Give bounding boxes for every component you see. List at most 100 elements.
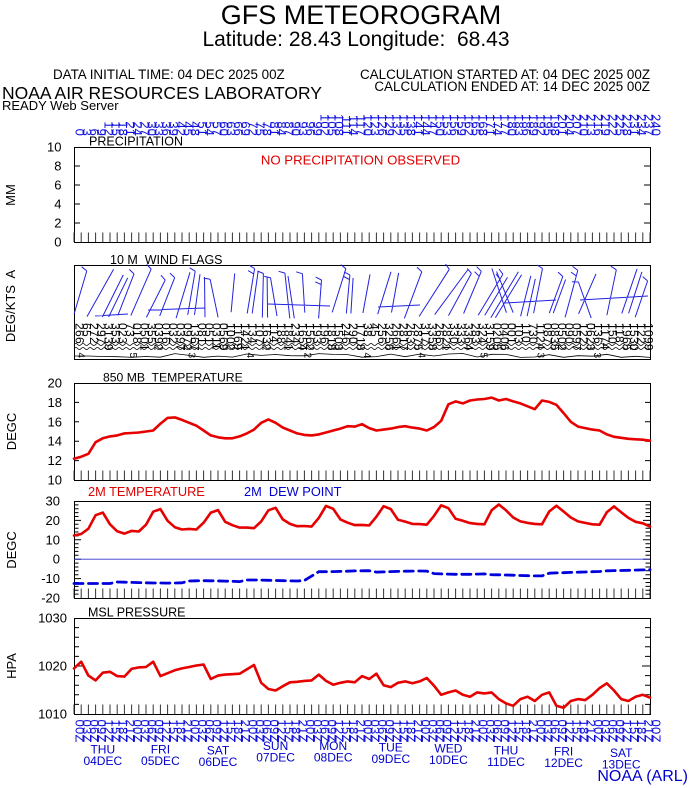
svg-text:03Z: 03Z	[541, 720, 556, 743]
svg-text:38: 38	[361, 323, 375, 337]
svg-text:2821: 2821	[440, 323, 454, 351]
svg-text:0623: 0623	[584, 323, 598, 351]
svg-text:18: 18	[116, 121, 131, 136]
svg-text:110: 110	[519, 323, 533, 343]
svg-text:45: 45	[368, 323, 382, 337]
svg-text:21: 21	[123, 121, 138, 136]
svg-text:CALCULATION STARTED AT: 04 DEC: CALCULATION STARTED AT: 04 DEC 2025 00Z	[360, 67, 650, 82]
svg-text:4: 4	[75, 353, 86, 359]
svg-text:159: 159	[454, 114, 469, 136]
svg-text:21Z: 21Z	[296, 720, 311, 743]
svg-text:228: 228	[620, 114, 635, 136]
svg-text:3: 3	[535, 353, 546, 359]
svg-text:114: 114	[267, 323, 281, 343]
svg-text:18: 18	[48, 395, 62, 410]
svg-text:HPA: HPA	[4, 653, 19, 679]
svg-text:126: 126	[375, 114, 390, 136]
svg-text:03Z: 03Z	[137, 720, 152, 743]
svg-text:090: 090	[562, 323, 576, 344]
svg-text:21Z: 21Z	[123, 720, 138, 743]
svg-text:13DEC: 13DEC	[602, 758, 641, 772]
svg-text:12Z: 12Z	[620, 720, 635, 743]
svg-text:12Z: 12Z	[447, 720, 462, 743]
svg-text:DATA INITIAL TIME: 04 DEC 2025: DATA INITIAL TIME: 04 DEC 2025 00Z	[53, 67, 285, 82]
svg-text:730: 730	[526, 323, 540, 344]
svg-text:MSL PRESSURE: MSL PRESSURE	[88, 606, 185, 620]
svg-text:168: 168	[476, 114, 491, 136]
svg-text:18Z: 18Z	[231, 720, 246, 743]
svg-text:150: 150	[605, 323, 619, 344]
svg-text:06Z: 06Z	[490, 720, 505, 743]
svg-text:1421: 1421	[238, 323, 252, 351]
svg-text:246: 246	[339, 323, 353, 344]
svg-text:12: 12	[48, 453, 62, 468]
svg-text:GFS METEOROGRAM: GFS METEOROGRAM	[221, 0, 502, 30]
svg-text:15Z: 15Z	[397, 720, 412, 743]
svg-text:138: 138	[404, 114, 419, 136]
svg-text:219: 219	[598, 114, 613, 136]
svg-text:87: 87	[281, 121, 296, 136]
svg-text:147: 147	[425, 114, 440, 136]
svg-text:134: 134	[245, 323, 259, 344]
svg-text:09Z: 09Z	[209, 720, 224, 743]
svg-text:00Z: 00Z	[130, 720, 145, 743]
svg-text:081: 081	[195, 323, 209, 344]
svg-text:00Z: 00Z	[188, 720, 203, 743]
svg-text:3256: 3256	[382, 323, 396, 351]
svg-text:1562: 1562	[303, 323, 317, 351]
svg-text:12Z: 12Z	[274, 720, 289, 743]
svg-text:0397: 0397	[173, 323, 187, 351]
svg-text:1718: 1718	[353, 323, 367, 351]
svg-text:122: 122	[634, 323, 648, 344]
svg-text:330: 330	[447, 323, 461, 344]
svg-text:111: 111	[339, 116, 354, 136]
svg-text:NOAA (ARL): NOAA (ARL)	[597, 768, 688, 785]
svg-text:222: 222	[605, 114, 620, 136]
svg-text:3: 3	[186, 353, 197, 359]
svg-text:65: 65	[80, 323, 94, 337]
svg-text:06Z: 06Z	[548, 720, 563, 743]
svg-text:21Z: 21Z	[353, 720, 368, 743]
svg-text:18Z: 18Z	[346, 720, 361, 743]
svg-text:135: 135	[397, 114, 412, 136]
svg-text:136: 136	[591, 323, 605, 344]
svg-text:66: 66	[231, 121, 246, 136]
svg-text:18Z: 18Z	[289, 720, 304, 743]
svg-text:0: 0	[73, 129, 88, 136]
svg-text:10: 10	[46, 532, 60, 547]
svg-text:1010: 1010	[38, 707, 67, 722]
svg-text:15Z: 15Z	[569, 720, 584, 743]
svg-text:72: 72	[245, 121, 260, 136]
svg-text:1632: 1632	[260, 323, 274, 351]
svg-text:016: 016	[159, 323, 173, 344]
svg-text:237: 237	[641, 114, 656, 136]
svg-text:0501: 0501	[137, 323, 151, 351]
svg-text:21Z: 21Z	[526, 720, 541, 743]
svg-text:165: 165	[469, 114, 484, 136]
svg-text:00Z: 00Z	[303, 720, 318, 743]
svg-text:144: 144	[418, 114, 433, 136]
svg-text:216: 216	[591, 114, 606, 136]
svg-text:198: 198	[548, 114, 563, 136]
svg-text:4: 4	[244, 353, 255, 359]
svg-text:180: 180	[505, 114, 520, 136]
svg-text:114: 114	[346, 115, 361, 136]
svg-text:24: 24	[130, 121, 145, 136]
svg-text:69: 69	[238, 121, 253, 136]
svg-text:03Z: 03Z	[598, 720, 613, 743]
svg-text:99: 99	[310, 121, 325, 136]
svg-text:00Z: 00Z	[533, 720, 548, 743]
svg-text:153: 153	[440, 114, 455, 136]
svg-text:CALCULATION ENDED AT: 14 DEC 2: CALCULATION ENDED AT: 14 DEC 2025 00Z	[374, 79, 650, 94]
svg-text:234: 234	[289, 323, 303, 344]
svg-text:4: 4	[54, 197, 61, 212]
svg-text:THU: THU	[494, 743, 519, 757]
svg-text:12Z: 12Z	[562, 720, 577, 743]
svg-text:234: 234	[634, 114, 649, 136]
svg-text:03Z: 03Z	[483, 720, 498, 743]
svg-text:118: 118	[613, 323, 627, 343]
svg-text:201: 201	[555, 114, 570, 136]
svg-text:0406: 0406	[497, 323, 511, 351]
svg-text:51: 51	[195, 121, 210, 136]
svg-text:03Z: 03Z	[310, 720, 325, 743]
